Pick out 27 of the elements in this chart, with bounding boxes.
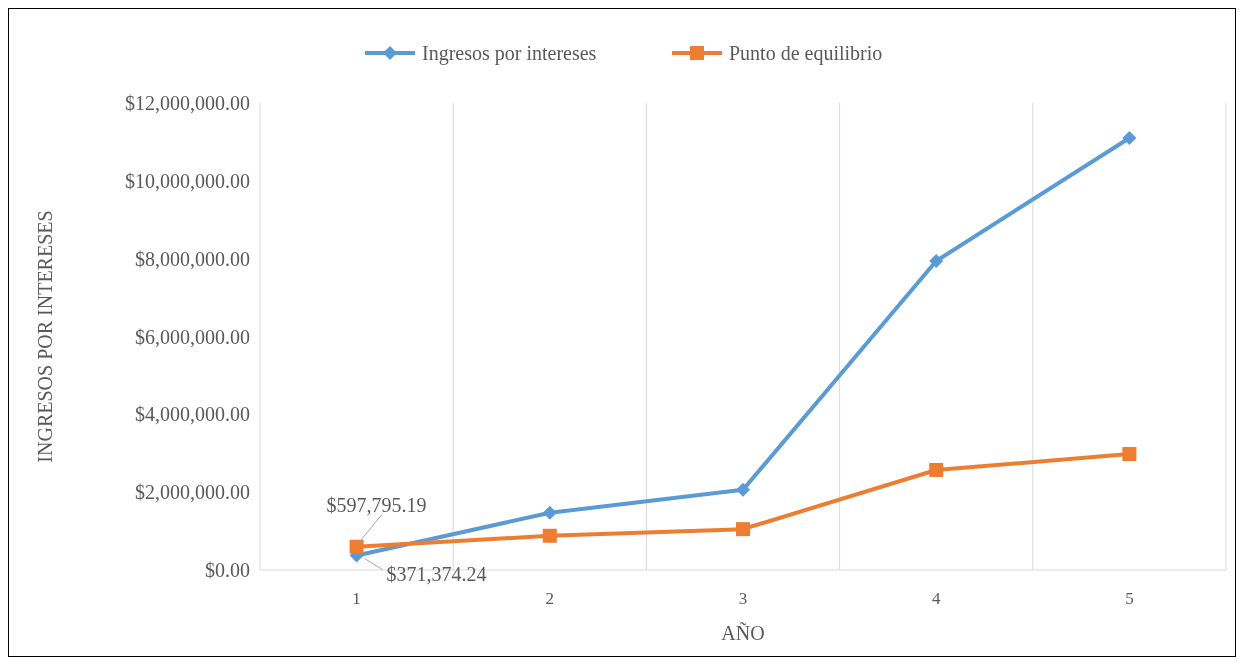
legend-label: Punto de equilibrio <box>729 42 883 65</box>
y-axis-title: INGRESOS POR INTERESES <box>34 210 56 463</box>
data-label: $371,374.24 <box>386 562 487 585</box>
point <box>1122 131 1137 146</box>
point <box>542 505 557 520</box>
y-tick-label: $0.00 <box>205 559 250 581</box>
point <box>349 539 364 554</box>
point <box>1122 447 1137 462</box>
x-tick-label: 4 <box>931 589 941 608</box>
point <box>736 522 750 537</box>
point <box>736 482 750 497</box>
x-tick-label: 2 <box>545 589 555 608</box>
point <box>929 462 944 477</box>
x-tick-label: 5 <box>1125 589 1134 608</box>
point <box>542 528 557 543</box>
x-tick-label: 1 <box>352 589 361 608</box>
y-tick-label: $10,000,000.00 <box>125 169 250 192</box>
y-tick-label: $12,000,000.00 <box>125 92 250 114</box>
x-tick-label: 3 <box>738 589 748 608</box>
y-tick-label: $6,000,000.00 <box>135 325 250 348</box>
x-axis-title: AÑO <box>721 621 765 644</box>
legend-label: Ingresos por intereses <box>422 42 597 65</box>
point <box>929 254 944 268</box>
y-tick-label: $2,000,000.00 <box>135 481 250 504</box>
y-tick-label: $4,000,000.00 <box>135 403 250 426</box>
data-label: $597,795.19 <box>326 493 427 516</box>
y-tick-label: $8,000,000.00 <box>135 247 250 270</box>
